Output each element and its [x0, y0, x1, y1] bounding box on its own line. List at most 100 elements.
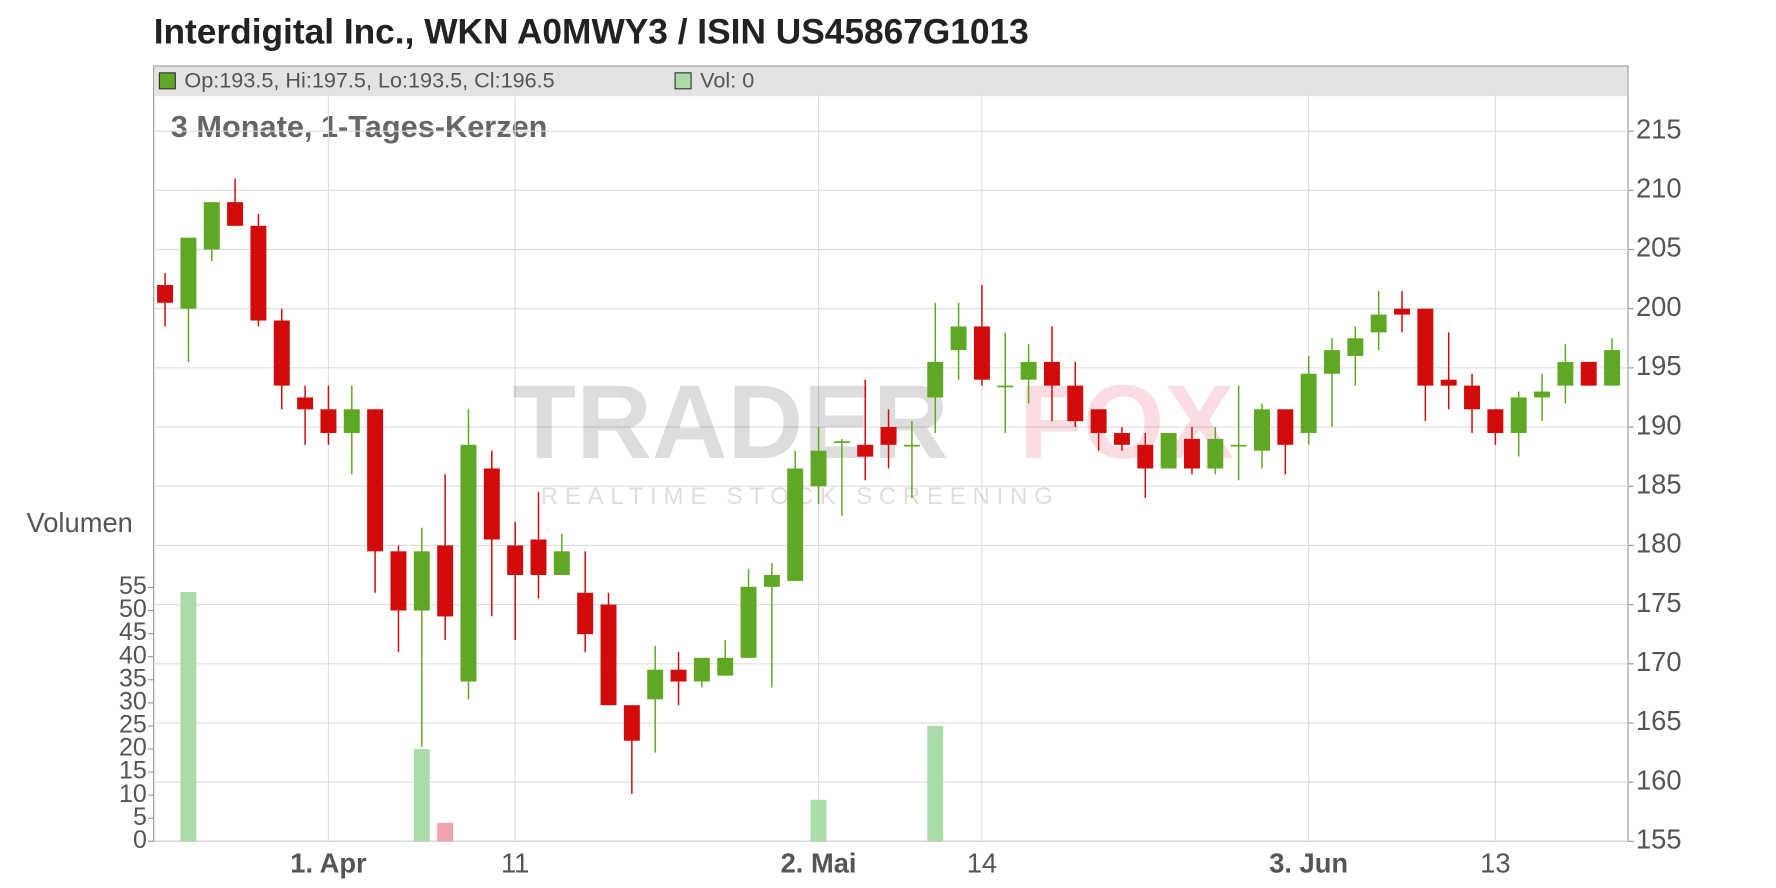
candle-body — [437, 545, 454, 617]
candle-body — [1090, 409, 1107, 433]
volume-bar — [180, 592, 197, 842]
candle-body — [1254, 409, 1270, 451]
candle-body — [180, 237, 197, 309]
candle-body — [1067, 385, 1084, 422]
candle-body — [857, 444, 874, 457]
y2-tick-label: 40 — [119, 641, 147, 669]
x-tick-label: 11 — [501, 847, 529, 878]
y2-tick-label: 30 — [119, 687, 147, 715]
candle-body — [273, 320, 290, 386]
candle-body — [157, 285, 174, 303]
candle-body — [320, 409, 337, 433]
candle-body — [507, 545, 524, 576]
candle-body — [343, 409, 360, 433]
y-tick-label: 215 — [1636, 113, 1682, 144]
candle-body — [1324, 350, 1340, 374]
candle-body — [1230, 444, 1247, 447]
candle-body — [1300, 373, 1317, 433]
x-tick-label: 14 — [967, 847, 997, 878]
legend-volume: Vol: 0 — [700, 68, 754, 93]
candle-body — [1207, 438, 1224, 469]
y2-tick-label: 25 — [119, 711, 147, 739]
watermark-text: TRADER — [512, 364, 948, 481]
candle-body — [1510, 397, 1527, 433]
candle-body — [880, 427, 897, 445]
candle-body — [600, 604, 617, 706]
candle-body — [1370, 314, 1387, 333]
candle-body — [647, 669, 664, 700]
volume-bar — [437, 822, 454, 842]
y2-tick-label: 10 — [119, 780, 147, 808]
plot-area — [153, 65, 1629, 842]
candle-body — [950, 326, 967, 351]
y-tick-label: 165 — [1636, 705, 1682, 736]
y2-tick-label: 55 — [119, 572, 147, 600]
y-tick-label: 185 — [1636, 468, 1682, 499]
candle-body — [670, 669, 687, 682]
candle-body — [693, 657, 710, 682]
candle-body — [460, 444, 477, 682]
chart-title: Interdigital Inc., WKN A0MWY3 / ISIN US4… — [154, 12, 1029, 51]
y-tick-label: 175 — [1636, 587, 1682, 618]
legend-bar — [154, 66, 1628, 97]
candle-body — [553, 551, 570, 576]
y2-tick-label: 15 — [119, 757, 147, 785]
volume-bar — [810, 799, 827, 842]
legend-swatch — [674, 72, 692, 90]
y-tick-label: 155 — [1636, 824, 1682, 855]
y-tick-label: 170 — [1636, 646, 1682, 677]
candle-body — [1160, 432, 1177, 469]
candle-body — [717, 657, 734, 676]
candle-body — [740, 586, 757, 658]
candle-body — [367, 409, 384, 552]
y-tick-label: 180 — [1636, 528, 1682, 559]
candle-body — [623, 705, 640, 741]
y2-tick-label: 5 — [133, 803, 147, 831]
legend-ohlc: Op:193.5, Hi:197.5, Lo:193.5, Cl:196.5 — [184, 68, 554, 93]
candle-body — [1580, 361, 1597, 386]
candle-body — [413, 551, 430, 611]
candle-body — [763, 575, 780, 587]
y-tick-label: 200 — [1636, 291, 1682, 322]
candle-body — [810, 450, 827, 487]
legend-swatch — [158, 72, 176, 90]
candle-body — [1277, 409, 1294, 445]
candle-body — [1604, 350, 1621, 386]
candle-body — [227, 202, 244, 226]
y2-tick-label: 45 — [119, 618, 147, 646]
candle-body — [250, 225, 267, 321]
y2-tick-label: 20 — [119, 734, 147, 762]
y-tick-label: 205 — [1636, 232, 1682, 263]
candle-body — [577, 592, 594, 635]
candle-body — [390, 551, 407, 611]
candle-body — [903, 444, 920, 447]
candle-body — [1534, 391, 1551, 398]
candle-body — [1043, 361, 1060, 386]
x-tick-label: 13 — [1480, 847, 1510, 878]
candle-body — [1020, 361, 1037, 380]
y2-tick-label: 50 — [119, 595, 147, 623]
y-tick-label: 160 — [1636, 764, 1682, 795]
x-tick-label: 3. Jun — [1269, 847, 1348, 878]
candle-body — [1487, 409, 1504, 433]
x-tick-label: 2. Mai — [781, 847, 857, 878]
chart-subtitle: 3 Monate, 1-Tages-Kerzen — [171, 109, 548, 144]
candle-body — [997, 385, 1014, 388]
volume-bar — [927, 725, 944, 842]
candle-body — [1113, 432, 1130, 445]
candle-body — [1184, 438, 1200, 469]
candle-body — [1347, 338, 1364, 357]
candle-body — [1417, 308, 1434, 386]
candle-body — [973, 326, 990, 380]
volume-bar — [413, 749, 430, 842]
candle-body — [530, 539, 547, 576]
volume-axis-label: Volumen — [27, 507, 133, 538]
candle-body — [297, 397, 314, 410]
candle-body — [483, 468, 500, 540]
candle-body — [1137, 444, 1154, 469]
candle-body — [1557, 361, 1574, 386]
y2-tick-label: 35 — [119, 664, 147, 692]
x-tick-label: 1. Apr — [290, 847, 367, 878]
candle-body — [203, 202, 220, 250]
